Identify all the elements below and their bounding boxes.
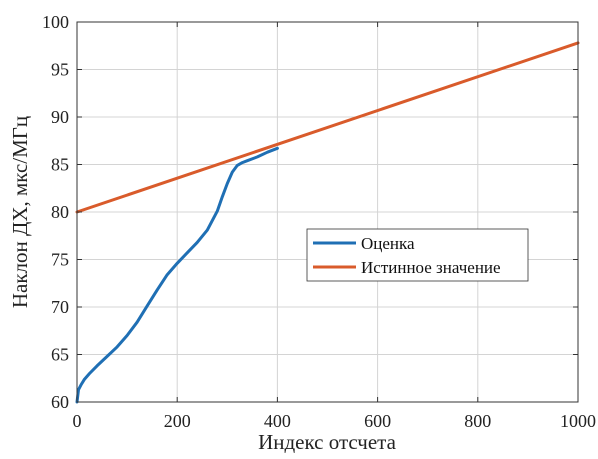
x-axis-label: Индекс отсчета xyxy=(258,430,397,454)
y-tick-label: 95 xyxy=(51,60,69,80)
y-tick-label: 60 xyxy=(51,392,69,412)
x-tick-label: 400 xyxy=(264,411,291,431)
x-tick-label: 0 xyxy=(73,411,82,431)
series-lines xyxy=(75,41,580,404)
y-tick-label: 65 xyxy=(51,345,69,365)
x-tick-label: 600 xyxy=(364,411,391,431)
y-axis-label: Наклон ДХ, мкс/МГц xyxy=(8,116,32,308)
estimate-line xyxy=(75,146,279,404)
y-axis-ticks: 60 65 70 75 80 85 90 95 100 xyxy=(42,12,578,412)
legend-label-estimate: Оценка xyxy=(361,234,415,253)
y-tick-label: 85 xyxy=(51,155,69,175)
y-tick-label: 90 xyxy=(51,107,69,127)
x-tick-label: 200 xyxy=(164,411,191,431)
true-value-line xyxy=(75,41,580,214)
legend-box xyxy=(306,228,529,282)
y-tick-label: 70 xyxy=(51,297,69,317)
legend: Оценка Истинное значение xyxy=(306,228,529,282)
y-tick-label: 75 xyxy=(51,250,69,270)
legend-label-true-value: Истинное значение xyxy=(361,258,501,277)
y-tick-label: 100 xyxy=(42,12,69,32)
x-axis-ticks: 0 200 400 600 800 1000 xyxy=(73,22,596,431)
x-tick-label: 1000 xyxy=(560,411,596,431)
x-tick-label: 800 xyxy=(464,411,491,431)
y-tick-label: 80 xyxy=(51,202,69,222)
